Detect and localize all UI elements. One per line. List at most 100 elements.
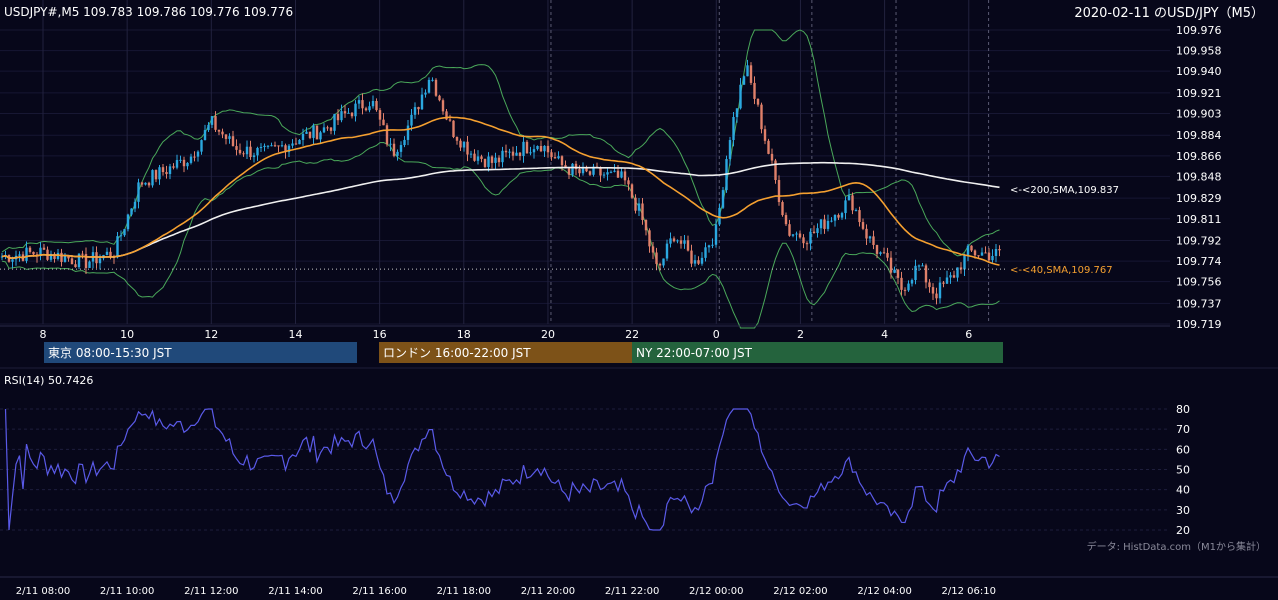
candle-body	[214, 116, 217, 130]
candle-body	[119, 235, 123, 237]
price-tick-label: 109.866	[1176, 150, 1222, 163]
candle-body	[945, 277, 949, 284]
price-grid	[0, 29, 1170, 325]
chart-title: 2020-02-11 のUSD/JPY（M5）	[1074, 6, 1264, 21]
candle-body	[270, 145, 273, 147]
candle-body	[938, 282, 942, 299]
price-tick-label: 109.940	[1176, 65, 1222, 78]
symbol-ohlc-label: USDJPY#,M5 109.783 109.786 109.776 109.7…	[4, 5, 293, 19]
candle-body	[620, 171, 623, 178]
candle-body	[364, 108, 368, 111]
candle-body	[469, 153, 473, 155]
candle-body	[886, 252, 889, 258]
candle-body	[557, 156, 560, 159]
hour-axis: 8 10 12 14 16 18 20 22 0 2 4 6	[40, 328, 973, 341]
session-bar-london	[379, 342, 632, 363]
time-tick-label: 2/12 06:10	[942, 586, 996, 597]
candle-body	[539, 145, 543, 152]
session-label-london: ロンドン 16:00-22:00 JST	[383, 346, 531, 360]
hour-tick-label: 18	[457, 328, 471, 341]
candle-body	[872, 236, 875, 245]
time-tick-label: 2/12 00:00	[689, 586, 743, 597]
candle-body	[837, 214, 840, 218]
candle-body	[480, 156, 483, 159]
candle-body	[763, 129, 767, 141]
candle-body	[875, 244, 879, 254]
candle-body	[662, 258, 665, 266]
candle-body	[522, 141, 525, 156]
candle-body	[305, 131, 308, 134]
candle-body	[581, 167, 585, 174]
candle-body	[746, 65, 749, 77]
candle-body	[81, 253, 84, 255]
session-label-tokyo: 東京 08:00-15:30 JST	[48, 346, 172, 360]
candle-body	[165, 172, 168, 175]
candle-body	[445, 111, 448, 120]
time-tick-label: 2/11 10:00	[100, 586, 154, 597]
candle-body	[903, 289, 907, 291]
candle-body	[494, 157, 497, 163]
time-tick-label: 2/11 18:00	[437, 586, 491, 597]
candle-body	[154, 170, 158, 180]
candle-body	[893, 269, 896, 273]
candle-body	[431, 79, 434, 81]
candle-body	[511, 151, 515, 156]
candle-body	[273, 145, 277, 147]
price-tick-label: 109.774	[1176, 255, 1222, 268]
candle-body	[987, 252, 991, 261]
candle-body	[700, 257, 704, 264]
candle-body	[77, 253, 81, 268]
candle-body	[389, 143, 392, 145]
candle-body	[399, 145, 403, 152]
candle-body	[32, 251, 35, 255]
candle-body	[896, 269, 900, 278]
candle-body	[357, 100, 361, 104]
candle-body	[336, 114, 340, 121]
price-tick-label: 109.976	[1176, 24, 1222, 37]
candle-body	[459, 140, 462, 148]
price-tick-label: 109.921	[1176, 87, 1222, 100]
candle-body	[942, 282, 945, 284]
candle-body	[438, 95, 441, 101]
candle-body	[116, 236, 119, 258]
candle-body	[109, 251, 112, 257]
candle-body	[760, 104, 763, 130]
candle-body	[312, 125, 315, 138]
candle-body	[529, 152, 532, 154]
candle-body	[417, 107, 420, 110]
candle-body	[263, 145, 266, 148]
hour-tick-label: 8	[40, 328, 47, 341]
candle-body	[998, 248, 1001, 251]
candle-body	[676, 240, 679, 242]
session-vertical-lines	[42, 0, 990, 324]
time-tick-label: 2/12 02:00	[773, 586, 827, 597]
rsi-tick-label: 80	[1176, 403, 1190, 416]
candle-body	[830, 220, 833, 222]
candle-body	[711, 244, 714, 246]
candle-body	[854, 210, 858, 212]
moving-averages	[0, 116, 1005, 270]
price-tick-label: 109.958	[1176, 45, 1222, 58]
candle-body	[847, 195, 851, 201]
candle-body	[413, 107, 417, 115]
candle-body	[571, 163, 574, 175]
price-tick-label: 109.829	[1176, 192, 1222, 205]
candle-body	[361, 100, 364, 109]
candle-body	[973, 250, 977, 256]
candle-body	[910, 280, 914, 284]
sma-40-line	[1, 116, 1000, 266]
candle-body	[11, 259, 14, 262]
candle-body	[826, 220, 830, 229]
bollinger-bands	[1, 29, 1000, 329]
candle-body	[396, 151, 399, 156]
sma-200-label: <-<200,SMA,109.837	[1010, 185, 1119, 196]
candle-body	[546, 145, 550, 153]
candle-body	[424, 92, 427, 95]
candle-body	[809, 231, 812, 244]
candle-body	[917, 265, 921, 267]
candle-body	[455, 136, 459, 141]
candle-body	[833, 214, 837, 221]
candle-body	[228, 136, 231, 139]
candle-body	[25, 247, 28, 261]
candle-body	[802, 237, 805, 244]
